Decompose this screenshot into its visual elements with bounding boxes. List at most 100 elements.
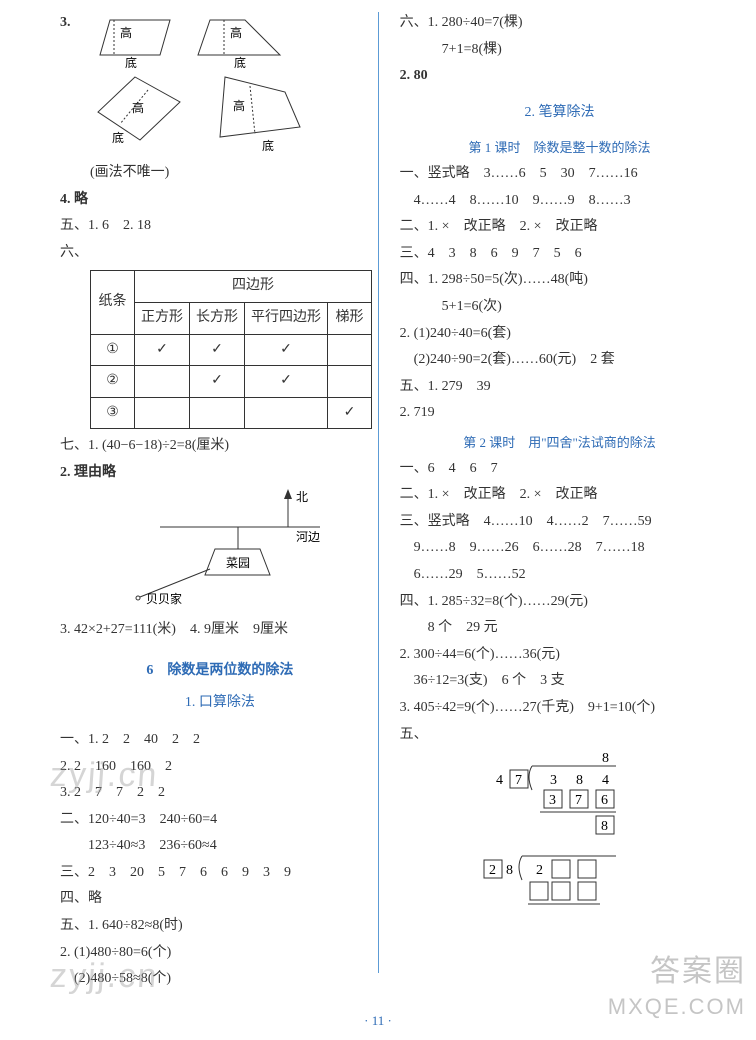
table-row: ② ✓ ✓ <box>91 366 372 398</box>
svg-text:高: 高 <box>120 25 132 40</box>
map-diagram: 北 河边 菜园 贝贝家 <box>120 487 340 607</box>
s1-4b: 123÷40≈3 236÷60≈4 <box>60 833 380 860</box>
th-c1: 长方形 <box>190 302 245 334</box>
id1: ② <box>91 366 135 398</box>
l1-5a: 2. (1)240÷40=6(套) <box>400 321 720 348</box>
s1-1: 一、1. 2 2 40 2 2 <box>60 727 380 754</box>
th-group: 四边形 <box>135 271 372 303</box>
l2-3c: 6……29 5……52 <box>400 562 720 589</box>
m10 <box>135 366 190 398</box>
page: 3. 高 底 高 底 高 底 高 底 (画法不唯一) 4. 略 五、1. 6 2… <box>0 0 756 1013</box>
svg-text:2: 2 <box>489 863 496 878</box>
page-number: · 11 · <box>364 1009 392 1034</box>
svg-text:底: 底 <box>234 55 246 70</box>
north-label: 北 <box>296 490 308 504</box>
l2-1: 一、6 4 6 7 <box>400 456 720 483</box>
m03 <box>328 334 372 366</box>
svg-text:4: 4 <box>496 773 503 788</box>
q4: 4. 略 <box>60 187 380 214</box>
river-label: 河边 <box>296 530 320 544</box>
svg-text:3: 3 <box>550 773 557 788</box>
svg-text:2: 2 <box>536 863 543 878</box>
id0: ① <box>91 334 135 366</box>
s1-4a: 二、120÷40=3 240÷60=4 <box>60 807 380 834</box>
beibei-label: 贝贝家 <box>146 591 182 606</box>
m23: ✓ <box>328 397 372 429</box>
svg-text:7: 7 <box>575 793 582 808</box>
m21 <box>190 397 245 429</box>
trapezoid-icon: 高 底 <box>190 10 290 70</box>
parallelogram-icon: 高 底 <box>90 10 180 70</box>
l2-2: 二、1. × 改正略 2. × 改正略 <box>400 482 720 509</box>
svg-text:高: 高 <box>132 100 144 115</box>
m02: ✓ <box>245 334 328 366</box>
note-unique: (画法不唯一) <box>90 160 380 187</box>
svg-text:高: 高 <box>233 98 245 113</box>
m13 <box>328 366 372 398</box>
l1-1: 一、竖式略 3……6 5 30 7……16 <box>400 161 720 188</box>
l2-5b: 36÷12=3(支) 6 个 3 支 <box>400 668 720 695</box>
svg-text:8: 8 <box>602 751 609 766</box>
s1-8b: (2)480÷58≈8(个) <box>60 966 380 993</box>
sub2-title: 2. 笔算除法 <box>400 100 720 127</box>
m22 <box>245 397 328 429</box>
s1-6: 四、略 <box>60 886 380 913</box>
s1-3: 3. 2 7 7 2 2 <box>60 780 380 807</box>
q7-1: 七、1. (40−6−18)÷2=8(厘米) <box>60 433 380 460</box>
s1-2: 2. 2 160 160 2 <box>60 754 380 781</box>
r2: 2. 80 <box>400 63 720 90</box>
l1-6: 五、1. 279 39 <box>400 374 720 401</box>
svg-text:底: 底 <box>125 55 137 70</box>
th-c0: 正方形 <box>135 302 190 334</box>
svg-text:高: 高 <box>230 25 242 40</box>
id2: ③ <box>91 397 135 429</box>
quad-icon-2: 高 底 <box>200 72 310 157</box>
m11: ✓ <box>190 366 245 398</box>
q7-3: 3. 42×2+27=111(米) 4. 9厘米 9厘米 <box>60 617 380 644</box>
q6: 六、 <box>60 240 380 267</box>
m20 <box>135 397 190 429</box>
l1-7: 2. 719 <box>400 400 720 427</box>
th-c2: 平行四边形 <box>245 302 328 334</box>
table-row: ① ✓ ✓ ✓ <box>91 334 372 366</box>
l2-3a: 三、竖式略 4……10 4……2 7……59 <box>400 509 720 536</box>
farm-label: 菜园 <box>226 556 250 570</box>
chapter6-title: 6 除数是两位数的除法 <box>60 658 380 685</box>
th-c3: 梯形 <box>328 302 372 334</box>
q5: 五、1. 6 2. 18 <box>60 213 380 240</box>
r1a: 六、1. 280÷40=7(棵) <box>400 10 720 37</box>
m12: ✓ <box>245 366 328 398</box>
l2-3b: 9……8 9……26 6……28 7……18 <box>400 535 720 562</box>
sub1-title: 1. 口算除法 <box>60 690 380 717</box>
l1-1b: 4……4 8……10 9……9 8……3 <box>400 188 720 215</box>
svg-text:6: 6 <box>601 793 608 808</box>
l1-5b: (2)240÷90=2(套)……60(元) 2 套 <box>400 347 720 374</box>
r1b: 7+1=8(棵) <box>400 37 720 64</box>
table-row: ③ ✓ <box>91 397 372 429</box>
s1-8a: 2. (1)480÷80=6(个) <box>60 940 380 967</box>
th-rowhead: 纸条 <box>91 271 135 334</box>
l2-4b: 8 个 29 元 <box>400 615 720 642</box>
svg-text:7: 7 <box>515 773 522 788</box>
svg-text:8: 8 <box>576 773 583 788</box>
l1-3: 三、4 3 8 6 9 7 5 6 <box>400 241 720 268</box>
l1-4a: 四、1. 298÷50=5(次)……48(吨) <box>400 267 720 294</box>
svg-text:4: 4 <box>602 773 609 788</box>
right-column: 六、1. 280÷40=7(棵) 7+1=8(棵) 2. 80 2. 笔算除法 … <box>400 10 720 993</box>
svg-text:底: 底 <box>262 138 274 153</box>
l1-4b: 5+1=6(次) <box>400 294 720 321</box>
l1-2: 二、1. × 改正略 2. × 改正略 <box>400 214 720 241</box>
m01: ✓ <box>190 334 245 366</box>
svg-text:底: 底 <box>112 130 124 145</box>
l2-4a: 四、1. 285÷32=8(个)……29(元) <box>400 589 720 616</box>
quad-icon-1: 高 底 <box>90 72 190 152</box>
svg-text:8: 8 <box>601 819 608 834</box>
m00: ✓ <box>135 334 190 366</box>
s1-7: 五、1. 640÷82≈8(时) <box>60 913 380 940</box>
q3-label: 3. <box>60 10 71 37</box>
s1-5: 三、2 3 20 5 7 6 6 9 3 9 <box>60 860 380 887</box>
long-division-diagram: 8 4 7 3 8 4 3 7 6 8 2 8 2 <box>480 748 660 908</box>
l2-7: 五、 <box>400 722 720 749</box>
shapes-group: 高 底 高 底 高 底 高 底 <box>80 10 380 160</box>
l2-6: 3. 405÷42=9(个)……27(千克) 9+1=10(个) <box>400 695 720 722</box>
